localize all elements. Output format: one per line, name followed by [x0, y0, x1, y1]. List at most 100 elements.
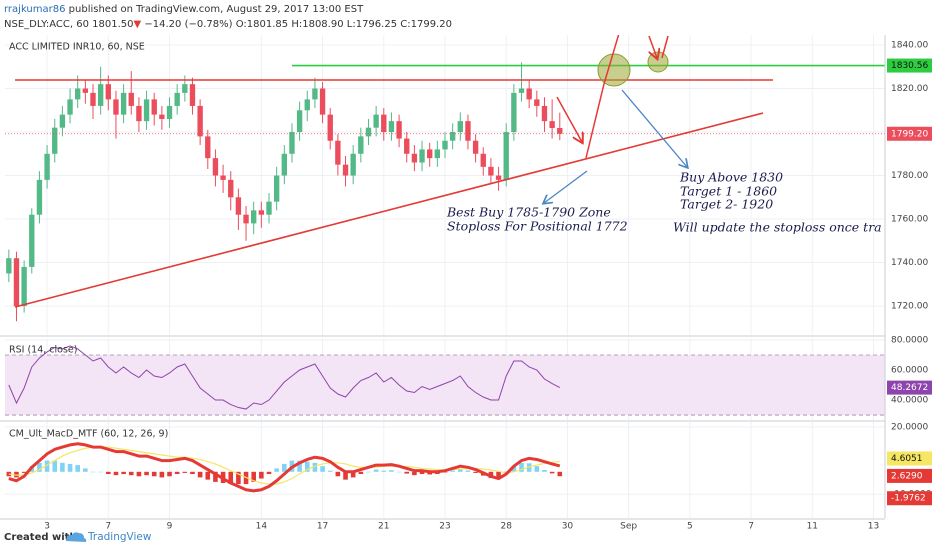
- histogram-bar: [373, 469, 379, 472]
- candle-body: [228, 179, 234, 198]
- histogram-bar: [450, 470, 455, 472]
- footer-created: Created with: [4, 532, 77, 543]
- candle-body: [235, 197, 242, 215]
- y-tick-label: 1760.00: [891, 215, 928, 225]
- annotation: Will update the stoploss once tra: [673, 220, 882, 235]
- histogram-bar: [21, 471, 27, 473]
- histogram-bar: [511, 466, 517, 472]
- candle-body: [342, 164, 349, 176]
- histogram-bar: [396, 471, 402, 473]
- histogram-bar: [557, 471, 563, 477]
- candle-body: [404, 138, 410, 154]
- candle-body: [465, 121, 471, 141]
- histogram-bar: [60, 462, 65, 472]
- candle-body: [411, 153, 418, 163]
- candle-body: [488, 166, 494, 176]
- histogram-bar: [404, 471, 410, 474]
- histogram-bar: [236, 471, 241, 485]
- price-tag: [887, 58, 932, 73]
- candle-body: [319, 88, 326, 115]
- candle-body: [549, 121, 555, 129]
- histogram-bar: [151, 471, 157, 477]
- y-tick-label: 1840.00: [891, 41, 928, 51]
- histogram-bar: [251, 471, 256, 482]
- price-tag-label: 2.6290: [891, 471, 923, 481]
- candle-body: [44, 153, 50, 180]
- candle-body: [541, 105, 548, 122]
- y-tick-label: 80.0000: [891, 335, 928, 345]
- histogram-bar: [350, 471, 356, 478]
- candle-body: [327, 114, 333, 141]
- annotation: Buy Above 1830: [679, 170, 783, 185]
- candle-body: [105, 84, 111, 100]
- candle-body: [266, 201, 272, 215]
- candle-body: [419, 149, 425, 163]
- arrow: [621, 89, 687, 167]
- x-tick-label: 7: [105, 522, 111, 532]
- candle-body: [75, 88, 81, 100]
- x-tick-label: Sep: [620, 522, 637, 532]
- x-tick-label: 9: [167, 522, 173, 532]
- last-price: 1801.50: [92, 19, 133, 30]
- author[interactable]: rrajkumar86: [4, 4, 65, 15]
- candle-body: [258, 210, 265, 215]
- candle-body: [396, 121, 402, 139]
- x-tick-label: 7: [748, 522, 754, 532]
- candle-body: [381, 114, 387, 133]
- x-tick-label: 5: [687, 522, 693, 532]
- y-tick-label: 60.0000: [891, 365, 928, 375]
- ohlc-open: O:1801.85: [236, 19, 288, 30]
- price-tag-label: 1830.56: [891, 61, 928, 71]
- breakout-circle: [597, 53, 631, 87]
- candle-body: [449, 132, 456, 141]
- candle-body: [97, 84, 104, 106]
- candle-body: [526, 88, 532, 100]
- candle-body: [220, 175, 226, 180]
- histogram-bar: [259, 471, 264, 479]
- histogram-bar: [534, 466, 540, 472]
- histogram-bar: [297, 460, 302, 472]
- y-tick-label: 1780.00: [891, 171, 928, 181]
- candle-body: [59, 114, 66, 128]
- candle-body: [243, 214, 249, 224]
- candle-body: [151, 99, 157, 115]
- symbol-line: NSE_DLY:ACC, 60 1801.50▼ −14.20 (−0.78%)…: [4, 19, 452, 30]
- histogram-bar: [419, 471, 425, 475]
- price-tag-label: -1.9762: [891, 494, 926, 504]
- footer-brand[interactable]: TradingView: [87, 531, 152, 543]
- histogram-bar: [174, 471, 180, 475]
- candle-body: [6, 258, 12, 274]
- candle-body: [511, 92, 517, 133]
- ohlc-close: C:1799.20: [400, 19, 452, 30]
- arrow: [585, 35, 620, 159]
- candle-body: [350, 153, 356, 176]
- annotation: Stoploss For Positional 1772: [447, 219, 628, 234]
- candle-body: [534, 99, 540, 106]
- candle-body: [113, 99, 119, 115]
- arrow: [649, 35, 657, 58]
- x-tick-label: 17: [317, 522, 328, 532]
- candle-body: [212, 158, 219, 176]
- plot-area: [5, 35, 885, 518]
- y-tick-label: 40.0000: [891, 396, 928, 406]
- histogram-bar: [128, 471, 134, 476]
- histogram-bar: [496, 471, 501, 479]
- y-tick-label: 1720.00: [891, 302, 928, 312]
- histogram-bar: [542, 470, 547, 472]
- candle-body: [557, 128, 563, 134]
- histogram-bar: [389, 470, 394, 472]
- annotation: Target 1 - 1860: [680, 184, 777, 199]
- logo: [66, 532, 87, 542]
- histogram-bar: [37, 462, 42, 472]
- panel-title: RSI (14, close): [9, 345, 77, 356]
- histogram-bar: [213, 471, 218, 482]
- histogram-bar: [44, 460, 50, 472]
- candle-body: [495, 175, 502, 180]
- candle-body: [365, 127, 372, 137]
- histogram-bar: [343, 471, 348, 480]
- histogram-bar: [228, 471, 234, 485]
- candle-body: [82, 88, 89, 93]
- arrow: [544, 170, 588, 203]
- histogram-bar: [274, 468, 279, 472]
- price-tag: [887, 491, 932, 506]
